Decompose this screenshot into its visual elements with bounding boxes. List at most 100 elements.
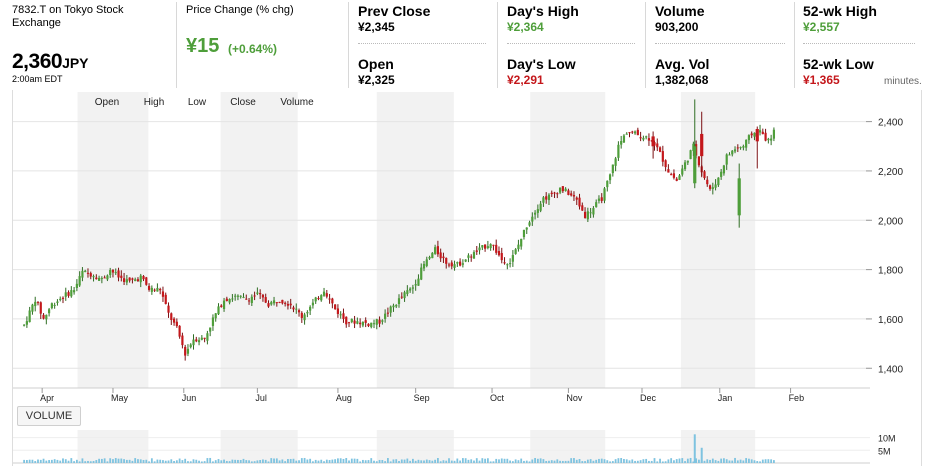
volume-bar [109,458,112,463]
candle-body [486,246,489,249]
truncated-note: minutes. [884,76,922,87]
volume-bar [248,460,250,463]
volume-bar [675,459,678,463]
volume-bar [392,459,395,463]
month-label: Feb [789,393,805,403]
volume-bar [212,461,214,463]
volume-bar [448,458,450,463]
candle-body [417,278,420,286]
candle-body [292,307,295,310]
volume-bar [150,458,153,463]
candle-body [614,158,617,166]
volume-bar [145,459,148,463]
volume-bar [645,458,648,463]
volume-bar [475,458,478,463]
candle-body [511,255,514,262]
volume-bar [256,460,259,463]
candle-body [428,257,431,259]
volume-bar [339,458,342,463]
volume-bar [231,459,234,463]
volume-bar [734,457,736,463]
candle-body [111,269,115,273]
volume-button[interactable]: VOLUME [17,406,81,426]
volume-bar [525,460,528,463]
volume-bar [489,461,492,463]
volume-bar [320,459,323,463]
candle-body [558,187,562,193]
volume-bar [753,460,756,463]
legend-item: Volume [280,97,314,108]
candle-body [103,277,106,279]
52wk-high-label: 52-wk High [803,3,877,19]
volume-bar [292,458,295,463]
candle-body [636,129,639,136]
month-band [530,92,606,388]
candle-body [461,263,464,265]
candle-body [406,290,409,295]
candle-body [397,298,401,305]
volume-bar [345,458,348,463]
volume-bar [745,458,748,463]
volume-bar [234,459,237,463]
volume-bar [156,459,159,463]
volume-bar [573,458,575,463]
candle-body [367,323,370,327]
candle-body [717,177,720,186]
volume-bar [42,458,45,463]
volume-bar [589,459,592,463]
candle-body [175,321,178,327]
candle-body [722,165,726,174]
candle-body [209,327,212,332]
candle-body [281,299,284,304]
candle-body [697,156,701,166]
volume-bar [631,459,634,463]
candle-body [275,302,278,304]
candle-body [497,251,501,256]
candle-body [95,277,98,280]
candle-body [331,298,334,304]
candle-body [264,297,267,303]
volume-bar [25,460,28,463]
candle-body [56,301,59,303]
candle-body [581,205,584,211]
volume-bar [123,459,125,463]
month-label: Dec [640,393,657,403]
candle-body [125,279,128,283]
volume-bar [87,460,89,463]
volume-bar [539,458,542,463]
volume-month-band [77,430,149,463]
candle-body [564,188,567,192]
volume-bar [617,458,620,463]
volume-bar [698,459,700,463]
prev-close-value: ¥2,345 [358,20,395,34]
candle-body [711,187,714,190]
volume-bar [709,459,711,463]
candle-body [178,325,181,337]
candle-body [48,309,51,314]
volume-bar [100,458,103,463]
volume-bar [89,461,92,463]
candle-body [539,203,542,211]
candle-body [522,229,526,238]
candle-body [203,337,206,339]
volume-bar [192,459,195,463]
volume-bar [717,460,720,463]
volume-bar [64,459,67,463]
candle-body [164,294,167,304]
candle-body [570,193,573,196]
candle-body [184,346,187,356]
52wk-low-value: ¥1,365 [803,73,840,87]
volume-bar [403,459,406,463]
volume-bar [450,460,453,463]
candle-body [120,275,123,278]
volume-bar [528,461,531,463]
volume-bar [548,460,550,463]
candle-body [228,298,231,303]
currency: JPY [62,55,89,71]
candle-body [136,279,140,281]
volume-bar [134,458,137,463]
candle-body [325,293,328,297]
volume-bar [673,460,675,463]
legend-item: Low [188,97,207,108]
volume-bar [187,461,189,463]
